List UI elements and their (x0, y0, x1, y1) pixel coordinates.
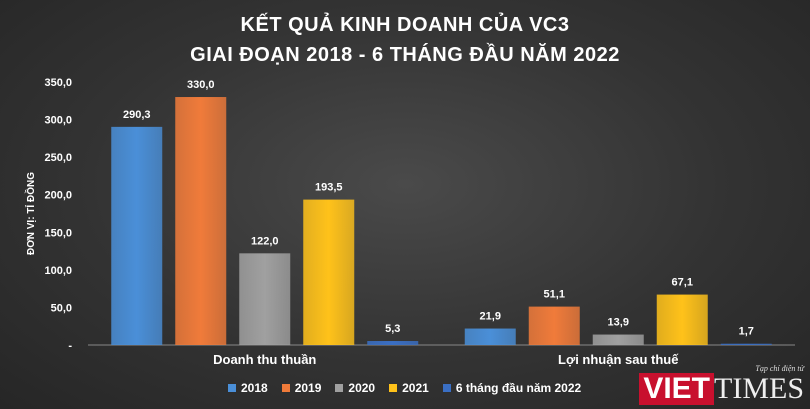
legend-label: 6 tháng đầu năm 2022 (455, 381, 582, 395)
bar-2020-1 (592, 334, 644, 345)
y-tick-label: 100,0 (44, 265, 72, 277)
data-label: 51,1 (544, 289, 565, 301)
watermark-times: TIMES (714, 372, 804, 405)
bar-2021-0 (303, 199, 355, 345)
category-label: Lợi nhuận sau thuế (558, 352, 679, 367)
legend-label: 2021 (402, 381, 429, 395)
legend-label: 2020 (348, 381, 376, 395)
bar-2018-0 (111, 126, 163, 345)
y-tick-label: 300,0 (44, 115, 72, 127)
data-label: 330,0 (187, 79, 215, 91)
legend-swatch (389, 384, 398, 392)
y-tick-label: 250,0 (44, 152, 72, 164)
y-tick-label: 350,0 (44, 77, 72, 89)
data-label: 1,7 (739, 326, 754, 338)
legend-item: 2021 (389, 381, 429, 395)
bar-6-tháng-đầu-năm-2022-0 (367, 341, 419, 345)
bar-2018-1 (464, 328, 516, 345)
bar-2019-1 (528, 306, 580, 345)
y-axis-label: ĐƠN VỊ: TỈ ĐỒNG (24, 172, 37, 255)
category-label: Doanh thu thuần (213, 352, 316, 367)
data-label: 5,3 (385, 323, 400, 335)
data-label: 21,9 (480, 311, 501, 323)
chart-legend: 2018 2019 2020 2021 6 tháng đầu năm 2022 (228, 381, 581, 395)
y-tick-label: 200,0 (44, 190, 72, 202)
chart-subtitle: GIAI ĐOẠN 2018 - 6 THÁNG ĐẦU NĂM 2022 (190, 44, 620, 66)
chart-title: KẾT QUẢ KINH DOANH CỦA VC3 (240, 14, 570, 36)
bar-2021-1 (656, 294, 708, 345)
y-tick-label: 150,0 (44, 227, 72, 239)
legend-item: 2020 (335, 381, 375, 395)
viettimes-watermark: Tạp chí điện tử VIET TIMES (639, 364, 804, 405)
bar-2019-0 (175, 97, 227, 346)
data-label: 13,9 (608, 317, 629, 329)
legend-swatch (335, 384, 344, 392)
legend-label: 2018 (241, 381, 268, 395)
data-label: 290,3 (123, 109, 151, 121)
watermark-tagline: Tạp chí điện tử (755, 364, 804, 373)
legend-item: 2019 (281, 381, 322, 395)
watermark-viet: VIET (639, 373, 714, 405)
legend-item: 2018 (228, 381, 268, 395)
legend-label: 2019 (294, 381, 322, 395)
legend-swatch (281, 384, 290, 392)
bar-6-tháng-đầu-năm-2022-1 (720, 343, 772, 345)
y-tick-label: 50,0 (51, 302, 72, 314)
bar-2020-0 (239, 253, 291, 345)
legend-swatch (228, 384, 236, 392)
legend-swatch (442, 384, 451, 392)
data-label: 67,1 (672, 277, 693, 289)
legend-item: 6 tháng đầu năm 2022 (442, 381, 582, 395)
data-label: 122,0 (251, 235, 279, 247)
y-tick-label: - (68, 340, 72, 352)
data-label: 193,5 (315, 182, 343, 194)
